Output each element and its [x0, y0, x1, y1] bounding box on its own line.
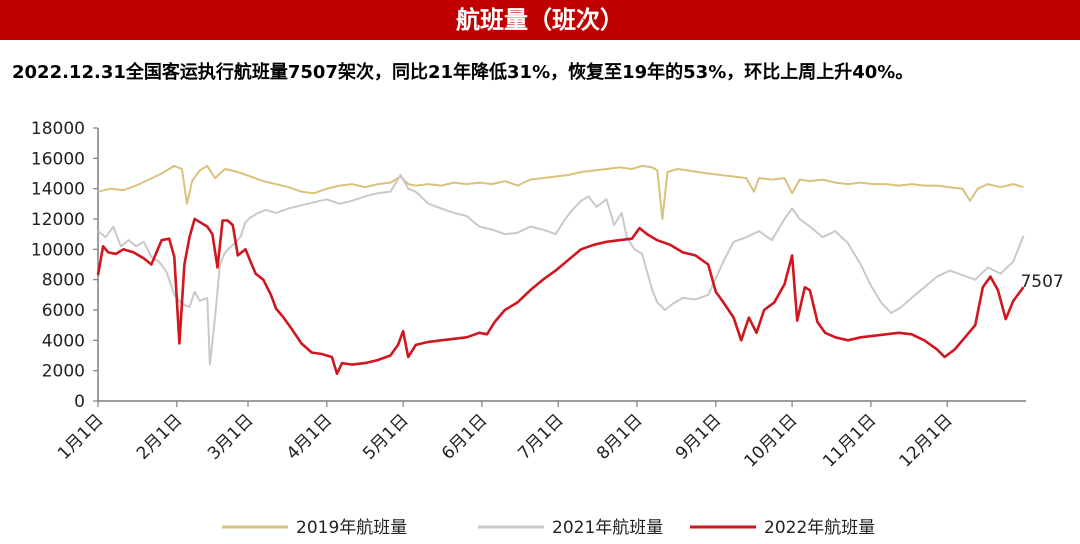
- x-tick-label: 10月1日: [740, 410, 801, 471]
- x-tick-label: 1月1日: [54, 410, 107, 463]
- y-tick-label: 2000: [42, 362, 85, 382]
- legend-label: 2022年航班量: [764, 518, 875, 538]
- chart-legend: 2019年航班量 2021年航班量 2022年航班量: [222, 518, 875, 538]
- x-tick-label: 7月1日: [514, 410, 567, 463]
- y-tick-label: 18000: [31, 119, 85, 139]
- x-tick-label: 12月1日: [896, 410, 957, 471]
- series-line-2022: [96, 217, 1025, 375]
- y-tick-label: 0: [74, 392, 85, 412]
- y-tick-label: 14000: [31, 180, 85, 200]
- x-tick-label: 3月1日: [204, 410, 257, 463]
- series-line-2021: [97, 174, 1025, 366]
- y-tick-label: 8000: [42, 271, 85, 291]
- x-tick-label: 6月1日: [438, 410, 491, 463]
- chart-series: 7507: [96, 164, 1064, 375]
- y-tick-label: 4000: [42, 331, 85, 351]
- chart-subtitle: 2022.12.31全国客运执行航班量7507架次，同比21年降低31%，恢复至…: [12, 62, 914, 83]
- x-tick-label: 5月1日: [359, 410, 412, 463]
- y-tick-label: 6000: [42, 301, 85, 321]
- x-tick-label: 2月1日: [133, 410, 186, 463]
- x-tick-label: 9月1日: [672, 410, 725, 463]
- y-tick-label: 12000: [31, 210, 85, 230]
- chart-title-bar: 航班量（班次）: [0, 0, 1080, 40]
- legend-label: 2019年航班量: [296, 518, 407, 538]
- series-line-2019: [97, 164, 1024, 220]
- x-tick-label: 11月1日: [819, 410, 880, 471]
- end-value-label: 7507: [1020, 272, 1063, 292]
- y-tick-label: 10000: [31, 240, 85, 260]
- x-tick-label: 8月1日: [593, 410, 646, 463]
- x-tick-label: 4月1日: [283, 410, 336, 463]
- chart-title: 航班量（班次）: [456, 6, 624, 34]
- y-tick-label: 16000: [31, 149, 85, 169]
- legend-label: 2021年航班量: [552, 518, 663, 538]
